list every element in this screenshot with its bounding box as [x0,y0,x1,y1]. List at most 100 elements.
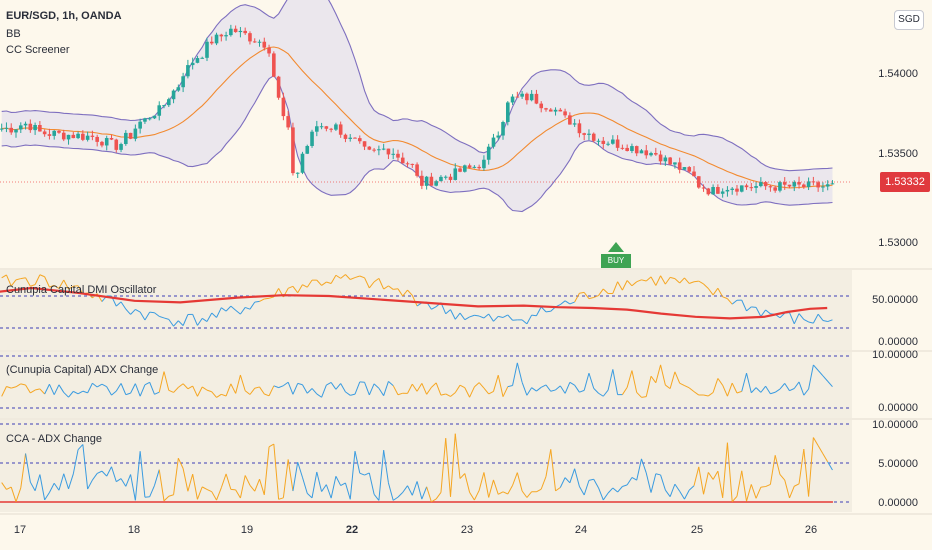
candle-down [548,109,553,112]
candle-down [706,188,711,195]
cca-change-segment [416,481,423,500]
adx-change-segment [488,390,494,395]
adx-change-segment [426,387,432,395]
dmi-signal-segment [364,277,370,289]
dmi-signal-segment [287,285,294,289]
candle-up [348,137,353,139]
candle-down [71,134,76,139]
dmi-signal-segment [459,312,466,320]
bb-indicator-label[interactable]: BB [6,28,21,40]
adx-change-segment [531,387,537,392]
dmi-signal-segment [10,279,17,287]
adx-change-segment [703,394,709,397]
cca-change-segment [6,486,12,490]
adx-change-segment [254,386,260,389]
cca-change-segment [660,474,666,491]
candle-down [692,171,696,177]
dmi-signal-segment [812,313,819,324]
candle-down [353,137,357,139]
dmi-signal-segment [326,281,332,284]
dmi-signal-segment [727,298,733,305]
cca-change-segment [769,455,776,485]
adx-change-segment [48,384,55,395]
adx-change-segment [416,383,423,392]
adx-change-segment [497,375,504,397]
cca-change-segment [10,486,17,502]
adx-change-segment [626,370,633,388]
adx-change-segment [593,388,599,394]
candle-up [186,65,190,77]
adx-change-segment [273,385,279,389]
cca-change-segment [746,484,752,502]
candle-up [377,149,381,151]
adx-change-segment [459,384,466,389]
adx-change-segment [779,383,786,390]
dmi-signal-segment [297,284,303,294]
cca-change-segment [641,458,647,474]
cca-change-segment [473,490,480,501]
cca-change-segment [177,457,184,469]
dmi-signal-segment [650,276,657,286]
adx-change-segment [53,384,60,395]
adx-change-segment [478,382,485,389]
dmi-signal-segment [583,292,590,299]
adx-change-segment [631,370,638,393]
cca-change-segment [211,491,217,501]
dmi-signal-segment [679,277,685,284]
date-label-25: 25 [690,524,704,536]
cca-pane-title[interactable]: CCA - ADX Change [6,433,102,445]
dmi-signal-segment [717,287,724,298]
currency-button[interactable]: SGD [894,10,924,30]
dmi-signal-segment [526,314,533,325]
cca-change-segment [569,468,576,483]
cca-change-segment [325,484,332,499]
adx-change-segment [230,383,237,394]
dmi-signal-segment [760,309,767,317]
dmi-signal-segment [245,306,251,310]
candle-down [410,163,415,165]
cca-change-segment [297,461,303,478]
adx-change-segment [373,383,380,389]
candle-down [372,149,376,151]
cca-change-segment [196,486,203,500]
adx-change-segment [154,391,160,395]
dmi-tick-50: 50.00000 [872,294,918,306]
candle-up [491,137,496,147]
candle-up [505,102,510,123]
candle-down [362,141,367,147]
cca-change-segment [564,477,571,484]
dmi-signal-segment [474,314,480,317]
dmi-pane-title[interactable]: Cunupia Capital DMI Oscillator [6,284,157,296]
dmi-signal-segment [540,306,547,313]
candle-up [711,187,715,195]
adx-change-segment [431,382,437,388]
cca-change-segment [311,471,318,498]
candle-up [673,162,677,165]
adx-change-segment [125,392,131,396]
dmi-signal-segment [655,275,662,286]
adx-change-segment [407,383,413,394]
dmi-signal-segment [755,307,762,317]
candle-down [114,139,119,150]
dmi-signal-segment [751,306,757,308]
cca-change-segment [693,466,700,486]
dmi-signal-segment [712,287,719,296]
dmi-signal-segment [30,284,36,287]
adx-change-segment [392,385,399,396]
cca-change-segment [435,492,442,500]
cc-screener-label[interactable]: CC Screener [6,44,70,56]
adx-change-segment [731,382,738,394]
symbol-title: EUR/SGD, 1h, OANDA [6,10,122,22]
candles [0,24,835,198]
adx-pane-title[interactable]: (Cunupia Capital) ADX Change [6,364,159,376]
candle-up [166,99,171,106]
candle-up [190,62,195,66]
candle-up [486,146,491,160]
dmi-signal-segment [507,314,513,321]
dmi-signal-segment [249,301,256,310]
cca-change-segment [578,486,585,496]
dmi-signal-segment [206,312,213,322]
candle-down [209,41,214,44]
cca-change-segment [779,474,786,481]
